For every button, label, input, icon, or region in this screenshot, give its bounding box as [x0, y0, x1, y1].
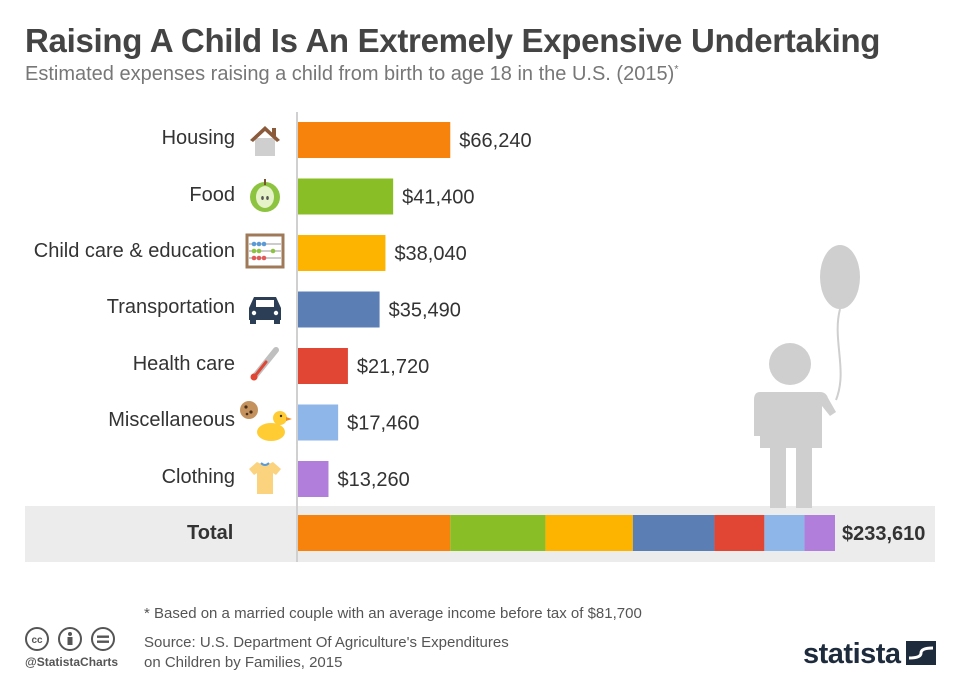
twitter-handle[interactable]: @StatistaCharts — [25, 655, 119, 669]
no-derivatives-icon — [91, 627, 115, 651]
tshirt-icon — [249, 462, 281, 494]
chart-title: Raising A Child Is An Extremely Expensiv… — [25, 22, 881, 59]
value-label-food: $41,400 — [402, 187, 474, 209]
bar-housing — [298, 122, 451, 158]
bar-clothing — [298, 461, 329, 497]
category-label-transportation: Transportation — [106, 296, 235, 318]
bar-miscellaneous — [298, 404, 339, 441]
value-label-housing: $66,240 — [459, 130, 531, 152]
source-line-2: on Children by Families, 2015 — [144, 654, 343, 671]
category-label-health-care: Health care — [132, 353, 235, 375]
footnote: * Based on a married couple with an aver… — [144, 605, 642, 622]
category-label-miscellaneous: Miscellaneous — [108, 409, 235, 431]
total-value-label: $233,610 — [842, 523, 925, 545]
cc-icon: cc — [25, 627, 49, 651]
statista-logo[interactable]: statista — [803, 638, 901, 670]
category-label-housing: Housing — [161, 127, 235, 149]
total-segment-health-care — [714, 515, 765, 551]
category-label-food: Food — [189, 184, 235, 206]
cookie-duck-icon — [240, 401, 292, 441]
bar-chart: $66,240 $41,400 $38,040 $35,490 $21,720 $17,4… — [298, 122, 925, 551]
value-label-transportation: $35,490 — [389, 300, 461, 322]
value-label-health-care: $21,720 — [357, 356, 429, 378]
subtitle-text: Estimated expenses raising a child from … — [25, 63, 675, 85]
statista-logo-mark-icon — [906, 641, 936, 665]
bar-child-care-education — [298, 235, 386, 271]
child-with-balloon-illustration — [754, 245, 860, 508]
source-note: Source: U.S. Department Of Agriculture's… — [144, 633, 509, 673]
svg-text:cc: cc — [31, 635, 43, 646]
chart-subtitle: Estimated expenses raising a child from … — [25, 63, 679, 86]
bar-transportation — [298, 291, 380, 328]
category-label-child-care: Child care & education — [33, 240, 235, 262]
abacus-icon — [245, 233, 285, 269]
value-label-miscellaneous: $17,460 — [347, 413, 419, 435]
creative-commons-icons[interactable]: cc — [25, 627, 117, 653]
subtitle-footnote-marker: * — [674, 63, 679, 76]
bar-health-care — [298, 348, 348, 384]
total-segment-housing — [298, 515, 451, 551]
total-segment-transportation — [632, 515, 715, 551]
thermometer-icon — [250, 347, 279, 381]
value-label-child-care-education: $38,040 — [394, 243, 466, 265]
house-icon — [250, 126, 280, 156]
attribution-icon — [58, 627, 82, 651]
source-line-1: Source: U.S. Department Of Agriculture's… — [144, 634, 509, 651]
value-label-clothing: $13,260 — [337, 469, 409, 491]
bar-food — [298, 178, 394, 215]
apple-icon — [250, 179, 280, 212]
total-segment-miscellaneous — [764, 515, 805, 551]
total-segment-food — [450, 515, 546, 551]
category-label-clothing: Clothing — [161, 466, 235, 488]
total-label: Total — [187, 522, 234, 544]
car-icon — [249, 297, 281, 324]
total-segment-child-care-education — [545, 515, 633, 551]
y-axis-line — [296, 112, 298, 562]
total-segment-clothing — [804, 515, 835, 551]
